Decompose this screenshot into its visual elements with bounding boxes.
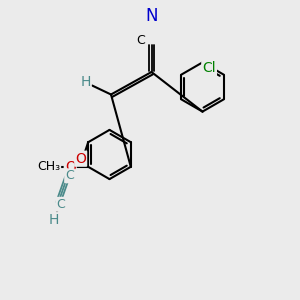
Text: Cl: Cl bbox=[202, 61, 216, 75]
Text: C: C bbox=[56, 198, 65, 211]
Text: H: H bbox=[80, 76, 91, 89]
Text: O: O bbox=[75, 152, 86, 166]
Text: H: H bbox=[49, 213, 59, 227]
Text: CH₃: CH₃ bbox=[37, 160, 60, 173]
Text: O: O bbox=[65, 160, 76, 174]
Text: C: C bbox=[65, 169, 74, 182]
Text: N: N bbox=[145, 8, 158, 26]
Text: C: C bbox=[136, 34, 146, 47]
